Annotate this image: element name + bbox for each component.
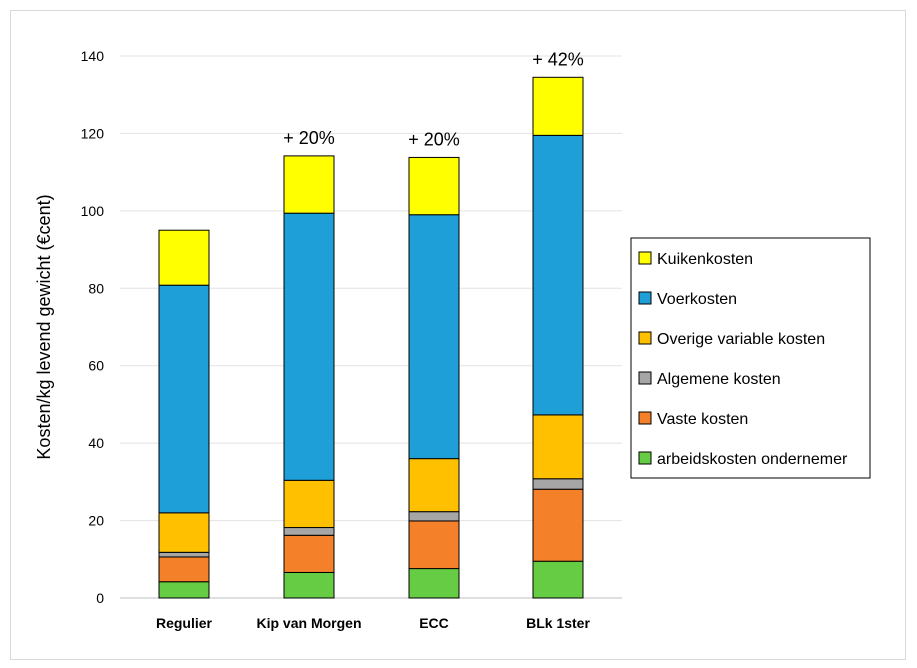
bar-kip-van-morgen-kuikenkosten (283, 155, 335, 214)
bar-blk-1ster-voerkosten (532, 134, 584, 416)
bar-ecc-kuikenkosten (408, 156, 460, 216)
y-tick-label-120: 120 (81, 125, 105, 141)
legend-label-5: arbeidskosten ondernemer (657, 451, 848, 468)
bar-regulier-overige-variable-kosten (158, 512, 210, 553)
bar-kip-van-morgen-vaste-kosten (283, 534, 335, 573)
legend-label-3: Algemene kosten (657, 371, 781, 388)
y-tick-label-20: 20 (88, 513, 104, 529)
bar-annotation-2: + 20% (408, 129, 460, 149)
legend-swatch-5 (638, 451, 652, 465)
bar-ecc-algemene-kosten (408, 511, 460, 522)
bar-ecc-overige-variable-kosten (408, 458, 460, 513)
x-tick-label-3: BLk 1ster (526, 615, 590, 631)
y-tick-label-40: 40 (88, 435, 104, 451)
legend-label-2: Overige variable kosten (657, 331, 825, 348)
x-tick-label-1: Kip van Morgen (256, 615, 361, 631)
legend-label-0: Kuikenkosten (657, 251, 753, 268)
bar-regulier-vaste-kosten (158, 556, 210, 583)
y-tick-label-100: 100 (81, 203, 105, 219)
y-axis-label: Kosten/kg levend gewicht (€cent) (34, 194, 54, 459)
legend-swatch-1 (638, 291, 652, 305)
bar-regulier-voerkosten (158, 284, 210, 514)
bar-regulier-arbeidskosten-ondernemer (158, 581, 210, 599)
y-tick-label-0: 0 (96, 590, 104, 606)
bar-kip-van-morgen-algemene-kosten (283, 527, 335, 536)
bar-blk-1ster-algemene-kosten (532, 478, 584, 490)
bar-blk-1ster-arbeidskosten-ondernemer (532, 560, 584, 599)
y-tick-label-60: 60 (88, 358, 104, 374)
bar-blk-1ster-overige-variable-kosten (532, 414, 584, 480)
bar-regulier-algemene-kosten (158, 551, 210, 558)
bar-ecc-arbeidskosten-ondernemer (408, 568, 460, 599)
bar-ecc-vaste-kosten (408, 520, 460, 570)
legend-swatch-0 (638, 251, 652, 265)
legend-swatch-4 (638, 411, 652, 425)
bar-annotation-1: + 20% (283, 128, 335, 148)
legend-swatch-3 (638, 371, 652, 385)
legend-label-1: Voerkosten (657, 291, 737, 308)
bar-blk-1ster-kuikenkosten (532, 76, 584, 136)
legend-box (630, 237, 871, 479)
legend-swatch-2 (638, 331, 652, 345)
x-tick-label-2: ECC (419, 615, 449, 631)
y-tick-label-80: 80 (88, 280, 104, 296)
bar-annotation-3: + 42% (532, 49, 584, 69)
bar-blk-1ster-vaste-kosten (532, 488, 584, 562)
y-tick-label-140: 140 (81, 48, 105, 64)
x-tick-label-0: Regulier (156, 615, 213, 631)
bar-ecc-voerkosten (408, 214, 460, 460)
bar-kip-van-morgen-voerkosten (283, 212, 335, 481)
bar-regulier-kuikenkosten (158, 229, 210, 286)
legend-label-4: Vaste kosten (657, 411, 748, 428)
bar-kip-van-morgen-arbeidskosten-ondernemer (283, 571, 335, 599)
bar-kip-van-morgen-overige-variable-kosten (283, 479, 335, 529)
